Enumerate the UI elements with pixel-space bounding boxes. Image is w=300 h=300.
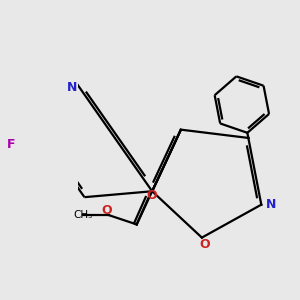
Text: O: O	[146, 188, 157, 202]
Text: CH₃: CH₃	[74, 210, 93, 220]
Text: O: O	[199, 238, 210, 251]
Text: N: N	[66, 81, 77, 94]
Text: F: F	[7, 138, 15, 151]
Text: O: O	[101, 204, 112, 217]
Text: N: N	[266, 198, 276, 211]
Text: methyl: methyl	[72, 212, 76, 214]
